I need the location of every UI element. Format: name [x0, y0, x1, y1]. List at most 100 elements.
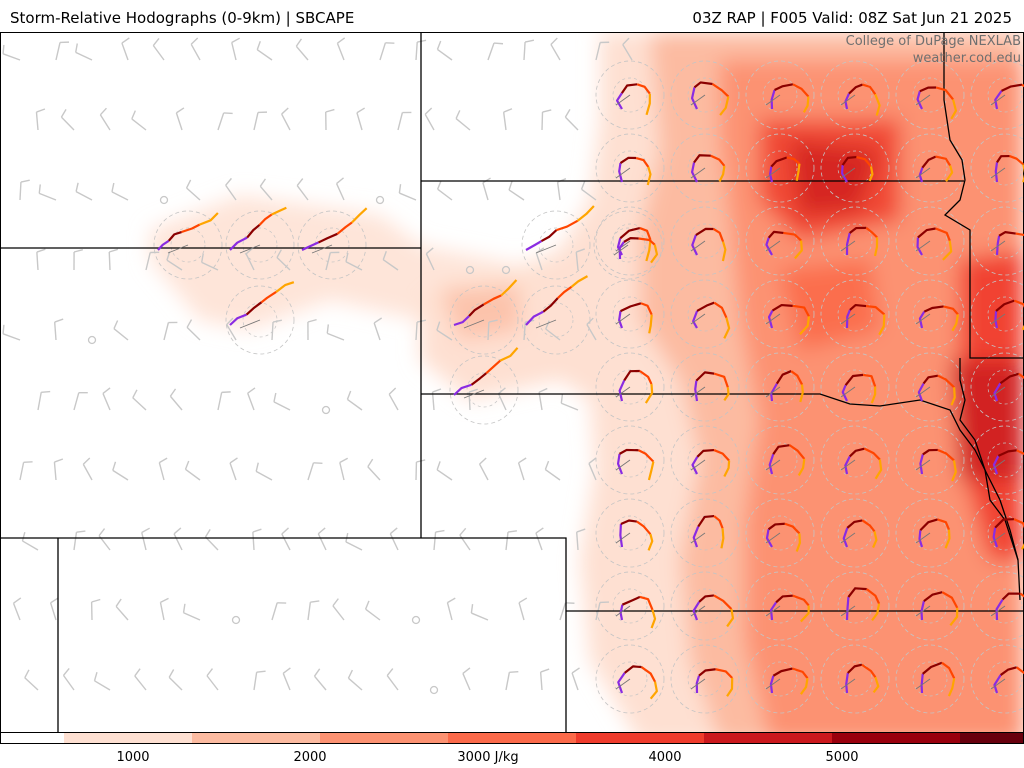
barb-flag — [115, 598, 122, 607]
wind-barb — [356, 107, 366, 131]
wind-barbs — [2, 37, 633, 695]
barb-shaft — [424, 113, 435, 131]
border-co-south — [0, 537, 567, 744]
hodograph-layer-1 — [919, 86, 937, 93]
hodograph-ring-inner — [242, 227, 278, 263]
hodograph-layer-3 — [271, 206, 287, 216]
wind-barb — [541, 109, 552, 131]
barb-flag — [93, 671, 98, 681]
wind-barb — [559, 602, 575, 621]
wind-barb — [206, 668, 219, 691]
wind-barb — [175, 107, 185, 131]
hodograph-ring — [670, 352, 740, 422]
barb-flag — [576, 248, 585, 253]
barb-flag — [184, 460, 190, 470]
barb-flag — [436, 40, 442, 50]
hodograph-ring-inner — [612, 150, 648, 186]
wind-barb — [38, 184, 57, 201]
barb-shaft — [245, 253, 255, 271]
barb-shaft — [273, 401, 291, 411]
hodograph-ring-inner — [762, 369, 798, 405]
wind-barb — [132, 389, 147, 411]
barb-shaft — [561, 402, 579, 411]
barb-flag — [226, 317, 234, 326]
wind-barb — [307, 462, 323, 481]
hodograph-layer-3 — [650, 609, 657, 629]
colorbar-swatch — [256, 732, 321, 744]
barb-shaft — [131, 118, 147, 131]
barb-shaft — [482, 182, 489, 201]
wind-barb — [571, 667, 580, 691]
barb-flag — [102, 387, 111, 394]
hodograph — [840, 587, 881, 622]
hodograph-layer-3 — [723, 387, 730, 402]
cape-max-core — [950, 360, 1024, 480]
hodograph-ring — [225, 285, 295, 355]
hodograph-ring-inner — [687, 442, 723, 478]
storm-motion-vector — [840, 678, 856, 690]
hodograph — [765, 444, 806, 476]
barb-flag — [432, 388, 442, 393]
barb-shaft — [446, 602, 453, 621]
hodograph-layer-3 — [795, 163, 801, 182]
hodograph-ring — [449, 285, 519, 355]
hodograph-layer-2 — [258, 213, 273, 226]
barb-flag — [73, 249, 83, 253]
storm-motion-vector — [239, 244, 261, 254]
wind-barb — [271, 602, 287, 621]
credit-line-2: weather.cod.edu — [912, 51, 1021, 66]
hodograph-layer-1 — [922, 448, 938, 456]
barb-flag — [364, 600, 370, 610]
hodograph-ring — [895, 352, 965, 422]
wind-barb — [325, 108, 335, 131]
barb-flag — [518, 597, 528, 604]
hodograph-layer-3 — [648, 314, 653, 334]
hodograph-layer-2 — [640, 666, 657, 683]
wind-barb — [580, 180, 597, 201]
hodograph-ring — [970, 425, 1024, 495]
hodograph-ring-inner — [762, 77, 798, 113]
wind-barb — [102, 387, 111, 411]
hodograph-layer-1 — [995, 299, 1015, 312]
hodograph-layer-1 — [1001, 83, 1023, 92]
barb-flag — [542, 109, 552, 113]
barb-shaft — [226, 324, 237, 341]
hodograph-ring — [670, 133, 740, 203]
barb-shaft — [588, 463, 597, 481]
colorbar-swatch — [128, 732, 193, 744]
barb-flag — [544, 460, 550, 470]
wind-barb — [550, 37, 561, 61]
colorbar-swatch — [960, 732, 1024, 744]
hodograph-layer-1 — [693, 154, 711, 164]
hodograph-layer-0 — [841, 384, 848, 402]
storm-motion-vector — [765, 240, 781, 252]
hodograph-ring — [970, 279, 1024, 349]
barb-flag — [296, 178, 304, 187]
barb-flag — [76, 530, 86, 533]
barb-flag — [550, 37, 558, 45]
barb-shaft — [276, 257, 291, 271]
wind-barb — [313, 668, 327, 691]
credit: College of DuPage NEXLAB weather.cod.edu — [846, 33, 1021, 67]
hodograph-ring — [595, 279, 665, 349]
storm-motion-vector — [915, 94, 931, 106]
hodograph-layer-3 — [868, 166, 874, 182]
barb-shaft — [468, 391, 471, 411]
barb-shaft — [471, 612, 489, 621]
hodograph-layer-2 — [786, 156, 801, 165]
hodograph-layer-0 — [525, 310, 544, 326]
hodograph-ring-inner — [837, 515, 873, 551]
hodograph — [301, 207, 368, 254]
hodograph-ring-inner — [912, 442, 948, 478]
wind-barb — [307, 600, 320, 621]
barb-shaft — [307, 602, 312, 621]
hodograph-ring — [595, 206, 665, 276]
hodograph-ring-inner — [170, 227, 206, 263]
wind-barb — [253, 111, 268, 131]
storm-motion-vector — [915, 605, 931, 617]
wind-barb — [186, 319, 201, 341]
hodograph-layer-1 — [619, 227, 641, 240]
storm-motion-vector — [167, 244, 189, 254]
hodograph-layer-2 — [935, 86, 954, 101]
colorbar-label-2000: 2000 — [293, 750, 327, 765]
